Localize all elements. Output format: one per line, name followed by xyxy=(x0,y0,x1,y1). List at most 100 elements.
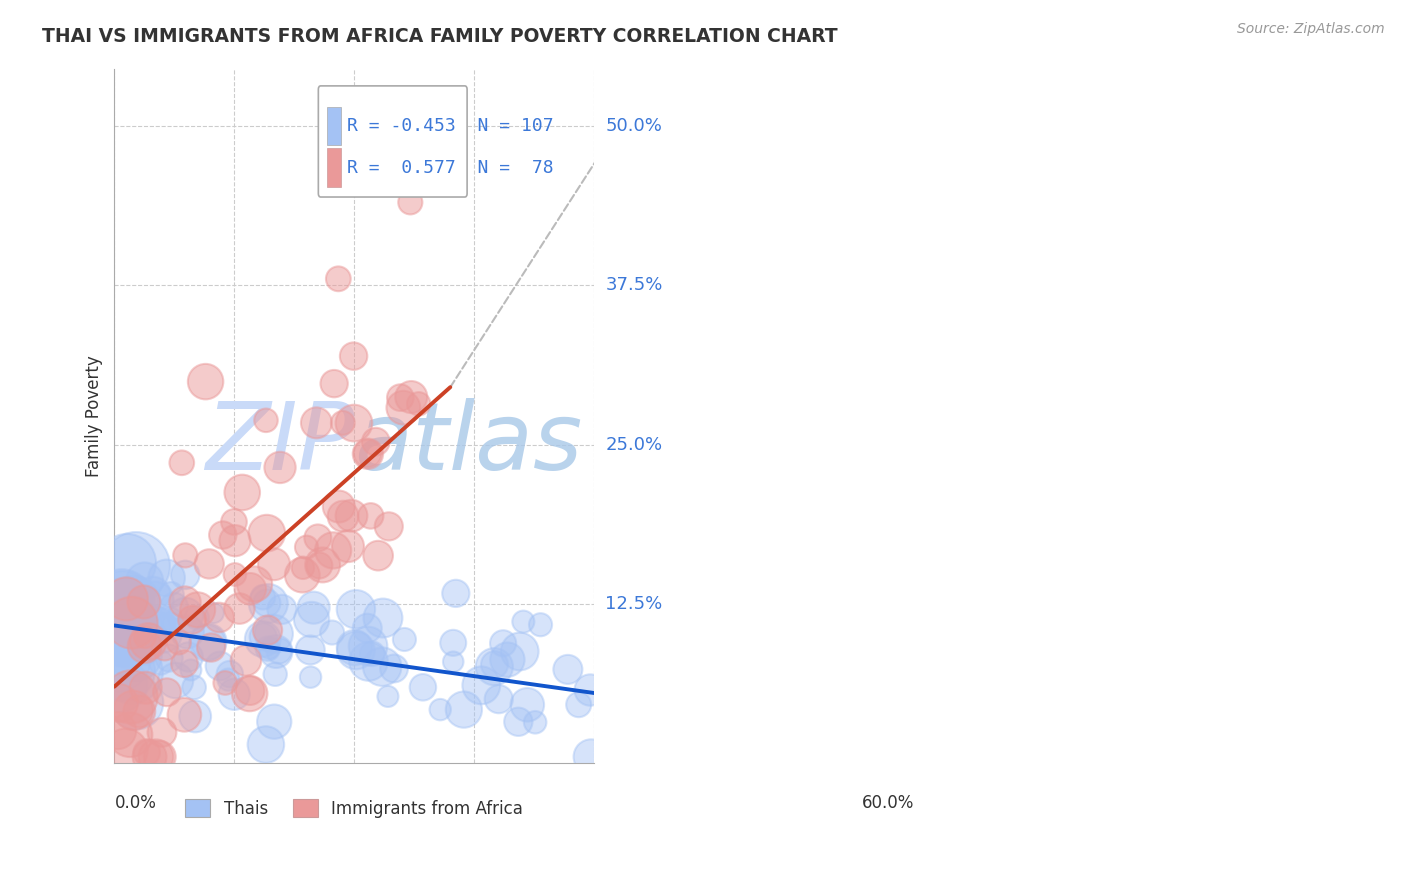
Point xyxy=(208,610,231,624)
Point xyxy=(484,659,506,673)
Point xyxy=(194,375,217,389)
Point xyxy=(150,618,173,632)
Text: 12.5%: 12.5% xyxy=(606,595,662,613)
Point xyxy=(252,632,274,646)
Point xyxy=(344,643,367,657)
Point xyxy=(263,714,285,729)
Point xyxy=(267,644,290,658)
Point xyxy=(444,586,467,600)
Point xyxy=(125,597,148,611)
Point xyxy=(177,650,200,665)
Point xyxy=(115,629,138,643)
Point xyxy=(332,416,354,430)
Point xyxy=(332,509,354,524)
Point xyxy=(148,616,170,631)
Point xyxy=(120,665,142,680)
Point xyxy=(356,621,378,635)
Point xyxy=(138,749,160,764)
Point xyxy=(301,612,323,626)
Point xyxy=(120,728,142,742)
Point xyxy=(107,723,129,738)
Point xyxy=(496,653,519,667)
Point xyxy=(128,705,150,719)
Point xyxy=(291,561,314,575)
Point xyxy=(295,540,318,554)
Point xyxy=(224,567,246,582)
Point xyxy=(143,593,166,607)
Point xyxy=(114,743,136,757)
Point xyxy=(117,624,139,639)
Point xyxy=(135,745,157,759)
FancyBboxPatch shape xyxy=(326,148,340,186)
Y-axis label: Family Poverty: Family Poverty xyxy=(86,355,103,476)
Point xyxy=(134,630,156,644)
Point xyxy=(136,634,159,648)
Point xyxy=(356,446,378,460)
Point xyxy=(239,683,262,698)
Point xyxy=(152,626,174,640)
Text: R =  0.577  N =  78: R = 0.577 N = 78 xyxy=(347,159,554,177)
Point xyxy=(181,613,204,627)
Point xyxy=(429,703,451,717)
Point xyxy=(302,600,325,615)
Point xyxy=(110,609,132,624)
Point xyxy=(174,549,197,563)
Point xyxy=(142,587,165,601)
Point xyxy=(224,687,246,701)
Point xyxy=(111,594,134,608)
Point xyxy=(174,608,197,623)
Point xyxy=(208,659,231,673)
Point xyxy=(125,558,148,573)
Point xyxy=(235,653,257,667)
Point xyxy=(173,657,195,671)
Point xyxy=(252,630,274,644)
Point xyxy=(115,591,138,606)
Point xyxy=(254,413,277,427)
Point xyxy=(142,616,165,631)
Point xyxy=(557,662,579,676)
Point xyxy=(323,376,346,391)
Point xyxy=(399,195,422,210)
Text: 60.0%: 60.0% xyxy=(862,795,914,813)
Point xyxy=(187,603,209,617)
Point xyxy=(153,640,176,655)
Text: Source: ZipAtlas.com: Source: ZipAtlas.com xyxy=(1237,22,1385,37)
Point xyxy=(125,648,148,663)
Point xyxy=(256,641,278,656)
Point xyxy=(344,602,367,616)
Point xyxy=(124,623,146,637)
Point xyxy=(195,636,218,650)
Point xyxy=(371,659,394,673)
Point xyxy=(367,549,389,563)
Point xyxy=(263,627,285,641)
Point xyxy=(224,533,246,548)
Point xyxy=(108,603,131,617)
Point xyxy=(299,670,322,684)
Point xyxy=(165,673,187,688)
Text: R = -0.453  N = 107: R = -0.453 N = 107 xyxy=(347,117,554,135)
Point xyxy=(134,640,156,655)
Point xyxy=(364,434,387,449)
Point xyxy=(129,640,152,655)
Point xyxy=(218,667,240,681)
Point xyxy=(269,460,291,475)
Point xyxy=(134,639,156,653)
Point xyxy=(264,667,287,681)
Point xyxy=(183,681,205,695)
Point xyxy=(392,401,415,415)
Point xyxy=(257,597,280,611)
Point xyxy=(441,655,464,669)
Point xyxy=(155,571,177,585)
Point xyxy=(228,601,250,615)
Point xyxy=(264,644,287,658)
Point xyxy=(114,627,136,641)
Point xyxy=(256,596,278,610)
Point xyxy=(108,696,131,710)
Point xyxy=(343,416,366,430)
Text: 37.5%: 37.5% xyxy=(606,277,662,294)
Point xyxy=(107,651,129,665)
Point xyxy=(291,568,314,582)
Point xyxy=(524,715,547,730)
Point xyxy=(111,632,134,647)
Point xyxy=(492,636,515,650)
